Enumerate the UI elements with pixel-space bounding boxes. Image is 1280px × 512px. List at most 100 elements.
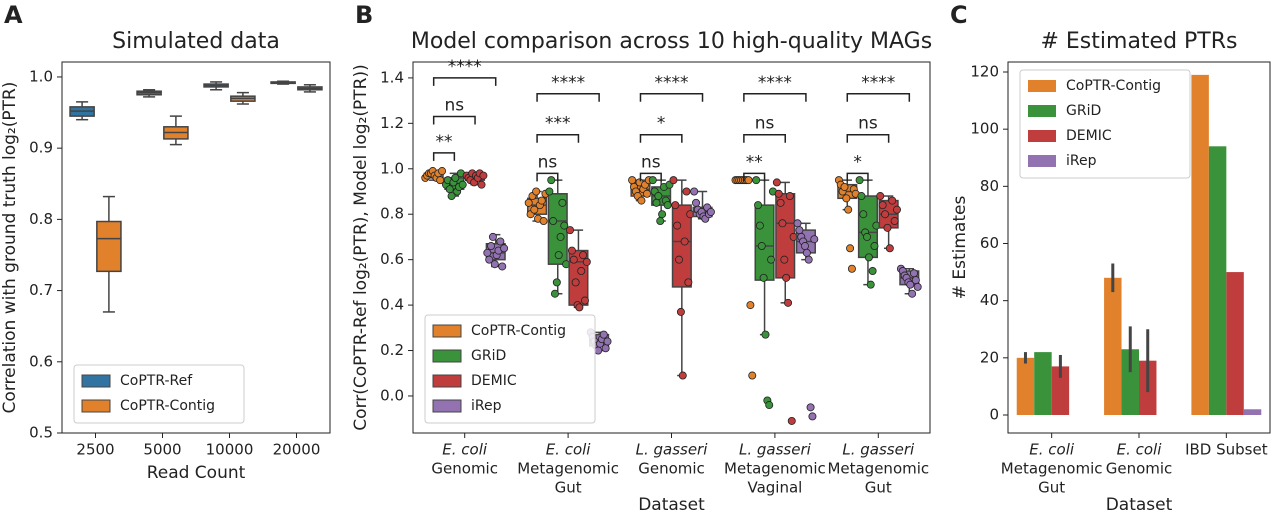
point [628,176,637,185]
point [663,201,672,210]
point [652,198,661,207]
significance-bracket [743,133,786,143]
legend-swatch [1028,80,1056,92]
point [793,219,802,228]
point [752,176,761,185]
point [757,242,766,251]
legend-label: DEMIC [1066,128,1112,144]
point [870,242,879,251]
point [746,301,755,310]
significance-label: ns [641,152,661,172]
point [642,189,651,198]
point [532,187,541,196]
significance-bracket [846,93,911,102]
point [678,371,687,380]
point [547,176,556,185]
significance-label: ns [858,114,878,134]
point [669,176,678,185]
point [844,205,853,214]
point [888,196,897,205]
point [864,253,873,262]
point [911,276,920,285]
point [868,267,877,276]
point [637,196,646,205]
point [765,401,774,410]
point [761,330,770,339]
y-tick-label: 80 [980,177,999,195]
legend-frame [1019,69,1191,179]
legend-swatch [1028,105,1056,117]
point [577,267,586,276]
y-tick-label: 0.7 [29,281,53,299]
significance-label: * [853,152,862,172]
point [780,255,789,264]
point [855,176,864,185]
point [754,201,763,210]
legend-label: CoPTR-Ref [120,373,193,389]
x-tick-label: Genomic [1106,460,1173,478]
point [537,196,546,205]
x-tick-label: Gut [555,479,582,497]
point [675,255,684,264]
x-tick-label: E. coli [1117,441,1163,459]
x-tick-label: Metagenomic [724,460,826,478]
point [556,232,565,241]
point [690,187,699,196]
chart-title: # Estimated PTRs [1040,29,1237,54]
panel-label: A [4,1,23,29]
significance-label: **** [758,73,792,93]
point [488,232,497,241]
x-tick-label: IBD Subset [1185,441,1268,459]
y-axis-label: Correlation with ground truth log₂(PTR) [0,82,20,414]
x-tick-label: 20000 [273,441,321,459]
significance-bracket [536,93,600,102]
x-tick-label: Metagenomic [827,460,929,478]
point [774,189,783,198]
legend-swatch [432,374,462,388]
point [810,235,819,244]
y-tick-label: 1.0 [29,67,53,85]
y-tick-label: 1.2 [380,114,404,132]
x-axis-label: Dataset [1106,495,1173,512]
legend-label: iRep [1066,153,1097,169]
x-tick-label: Gut [865,479,892,497]
x-axis-label: Read Count [147,463,246,483]
box [96,220,122,273]
panel-label: C [950,1,968,29]
point [560,221,569,230]
point [893,205,902,214]
point [913,282,922,291]
point [673,221,682,230]
point [785,192,794,201]
point [857,192,866,201]
x-tick-label: L. gasseri [842,441,915,459]
significance-label: **** [861,73,895,93]
y-tick-label: 1.0 [380,159,404,177]
panel-label: B [355,1,373,29]
significance-bracket [536,172,559,182]
y-tick-label: 0.8 [380,205,404,223]
significance-bracket [846,172,869,182]
point [500,244,509,253]
significance-label: ** [436,132,453,152]
point [883,223,892,232]
y-tick-label: 1.4 [380,68,404,86]
point [487,242,496,251]
legend-label: CoPTR-Contig [1066,78,1161,94]
point [682,187,691,196]
point [842,194,851,203]
chart-title: Model comparison across 10 high-quality … [411,29,932,54]
legend-swatch [81,374,111,388]
point [558,198,567,207]
point [759,273,768,282]
x-tick-label: 10000 [206,441,254,459]
point [490,260,499,269]
legend-swatch [432,399,462,413]
legend-swatch [81,399,111,413]
x-tick-label: E. coli [546,441,592,459]
point [744,176,753,185]
point [890,217,899,226]
significance-bracket [432,77,497,86]
bar [1243,409,1262,415]
